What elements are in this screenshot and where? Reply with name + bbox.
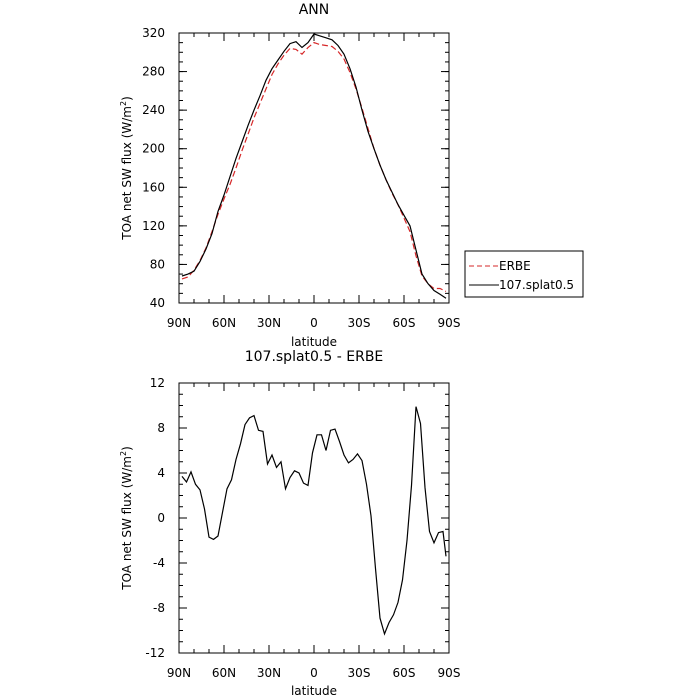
x-tick-label: 90S xyxy=(438,316,461,330)
top-panel: ANN 90N 60N 30N 0 30S 60S 90S 40 80 120 160 200 240 2… xyxy=(119,2,460,349)
top-axis-ticks: 90N 60N 30N 0 30S 60S 90S 40 80 120 160 200 240 280 32… xyxy=(142,26,460,330)
bottom-x-axis-label: latitude xyxy=(291,684,337,698)
y-tick-label: 80 xyxy=(150,257,165,271)
x-tick-label: 60N xyxy=(212,316,236,330)
x-tick-label: 90S xyxy=(438,666,461,680)
y-tick-label: 12 xyxy=(150,376,165,390)
y-tick-label: -4 xyxy=(153,556,165,570)
series-line-107-splat0-5 xyxy=(181,33,447,299)
bottom-y-axis-label: TOA net SW flux (W/m2) xyxy=(119,446,134,591)
top-chart-title: ANN xyxy=(299,2,330,18)
top-x-axis-label: latitude xyxy=(291,335,337,349)
x-tick-label: 30S xyxy=(348,316,371,330)
y-tick-label: 280 xyxy=(142,65,165,79)
y-tick-label: 160 xyxy=(142,180,165,194)
x-tick-label: 0 xyxy=(310,316,318,330)
legend-box xyxy=(464,250,584,298)
x-tick-label: 60S xyxy=(393,316,416,330)
top-y-axis-label: TOA net SW flux (W/m2) xyxy=(119,96,134,241)
x-tick-label: 0 xyxy=(310,666,318,680)
x-tick-label: 60N xyxy=(212,666,236,680)
x-tick-label: 60S xyxy=(393,666,416,680)
x-tick-label: 30N xyxy=(257,666,281,680)
y-tick-label: 8 xyxy=(157,421,165,435)
y-tick-label: 200 xyxy=(142,142,165,156)
y-tick-label: 4 xyxy=(157,466,165,480)
top-plot-frame xyxy=(178,32,450,304)
y-tick-label: 40 xyxy=(150,296,165,310)
x-tick-label: 90N xyxy=(167,316,191,330)
bottom-series-lines xyxy=(181,406,447,636)
x-tick-label: 30N xyxy=(257,316,281,330)
y-tick-label: 320 xyxy=(142,26,165,40)
legend-label-model: 107.splat0.5 xyxy=(499,278,574,292)
y-tick-label: 240 xyxy=(142,103,165,117)
y-tick-label: 0 xyxy=(157,511,165,525)
x-tick-label: 90N xyxy=(167,666,191,680)
series-line-erbe xyxy=(181,41,447,292)
x-tick-label: 30S xyxy=(348,666,371,680)
bottom-panel: 107.splat0.5 - ERBE 90N 60N 30N 0 30S 60S 90S -… xyxy=(119,349,460,698)
y-tick-label: -12 xyxy=(145,646,165,660)
y-tick-label: 120 xyxy=(142,219,165,233)
top-series-lines xyxy=(181,33,447,299)
series-line-difference xyxy=(181,406,447,636)
legend: ERBE 107.splat0.5 xyxy=(464,250,584,298)
bottom-axis-ticks: 90N 60N 30N 0 30S 60S 90S -12 -8 -4 0 4 8 12 xyxy=(145,376,460,680)
y-tick-label: -8 xyxy=(153,601,165,615)
legend-label-erbe: ERBE xyxy=(499,259,531,273)
bottom-chart-title: 107.splat0.5 - ERBE xyxy=(245,349,384,365)
